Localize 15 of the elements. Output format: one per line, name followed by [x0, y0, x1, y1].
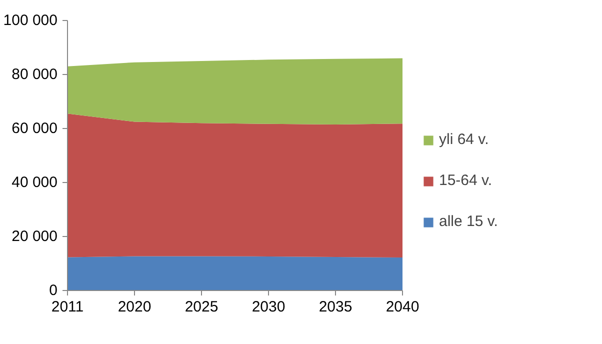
x-tick-label: 2020	[118, 298, 152, 316]
x-tick-label: 2040	[386, 298, 420, 316]
y-tick-label: 0	[49, 282, 58, 299]
legend-label: yli 64 v.	[439, 131, 489, 148]
legend-label: 15-64 v.	[439, 172, 492, 189]
x-tick-label: 2030	[252, 298, 286, 316]
y-tick-label: 60 000	[12, 120, 58, 137]
x-tick-label: 2025	[184, 298, 218, 316]
x-tick-label: 2035	[318, 298, 352, 316]
legend-label: alle 15 v.	[439, 213, 498, 230]
y-tick-label: 100 000	[3, 12, 58, 29]
y-tick-label: 20 000	[12, 228, 58, 245]
y-tick-label: 80 000	[12, 66, 58, 83]
x-tick-label: 2011	[51, 298, 84, 316]
y-tick-label: 40 000	[12, 174, 58, 191]
